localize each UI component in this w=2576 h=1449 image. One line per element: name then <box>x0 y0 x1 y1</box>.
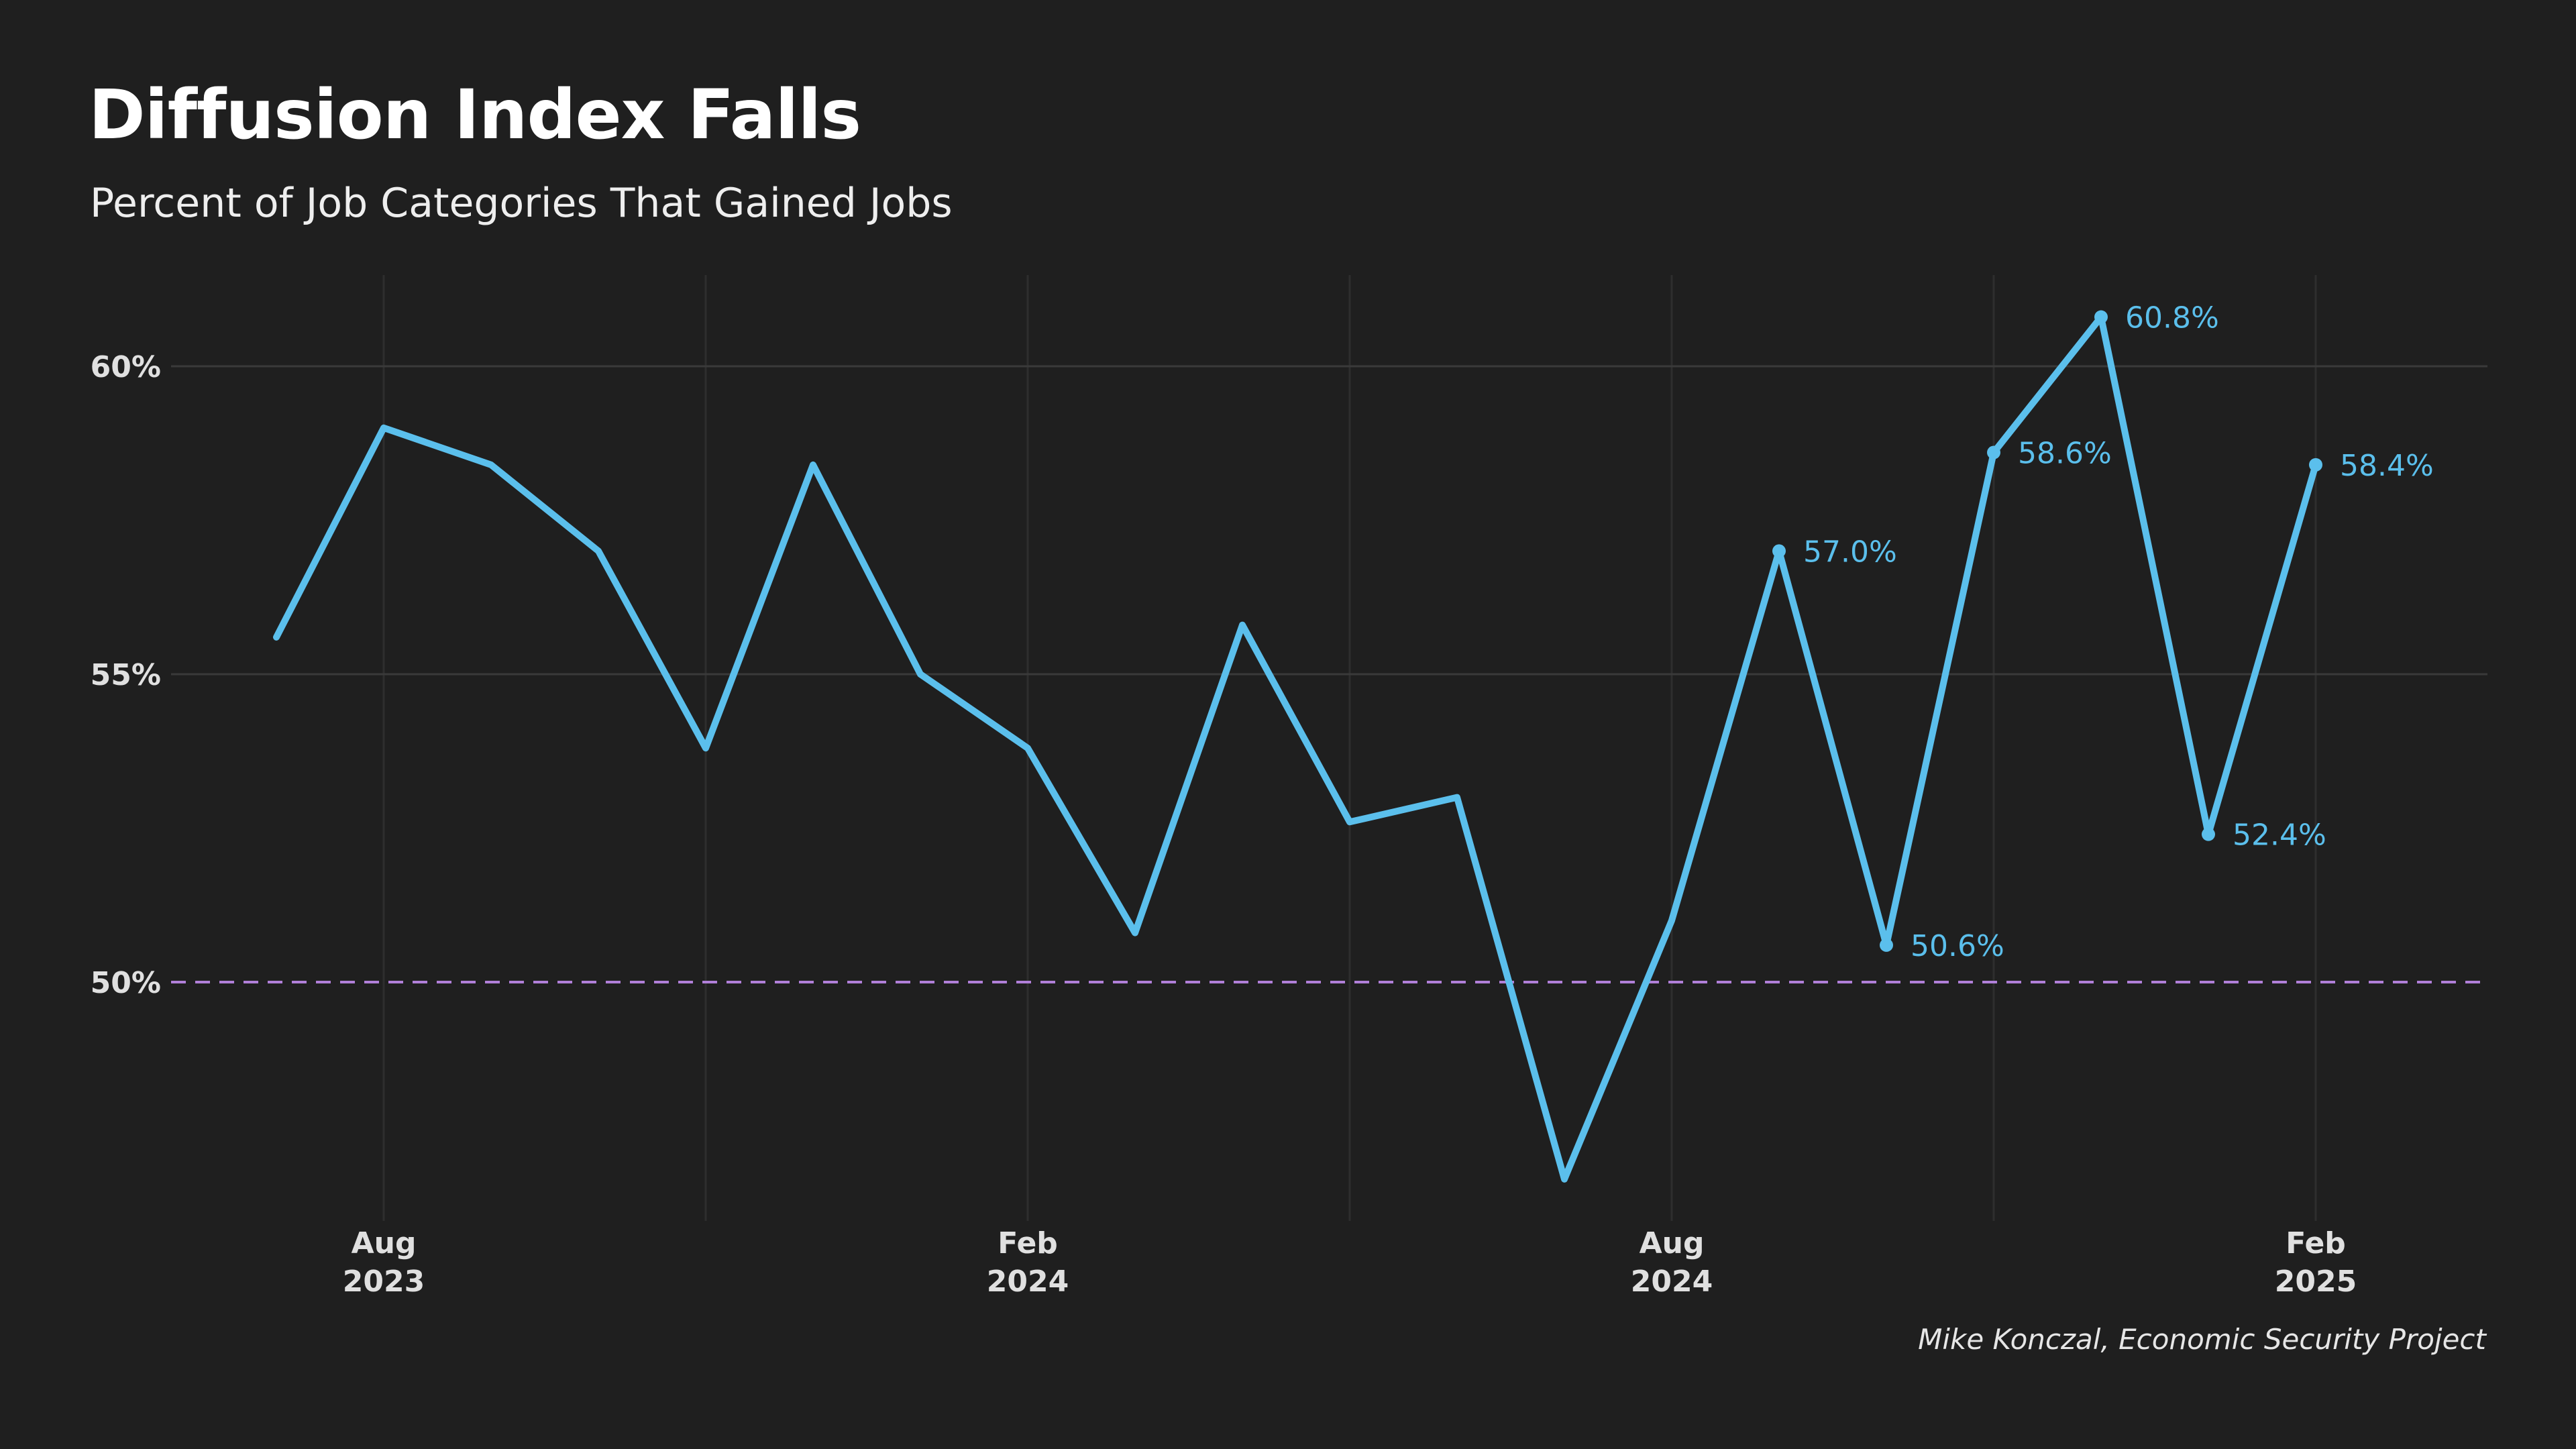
source-credit: Mike Konczal, Economic Security Project <box>1918 1323 2486 1356</box>
x-tick-label-year: 2024 <box>987 1265 1069 1299</box>
data-point <box>2202 827 2215 841</box>
chart-title: Diffusion Index Falls <box>89 75 861 155</box>
x-tick-label-month: Aug <box>352 1226 417 1260</box>
chart-subtitle: Percent of Job Categories That Gained Jo… <box>90 180 953 227</box>
data-point <box>1880 938 1893 952</box>
grid-lines <box>171 275 2487 1221</box>
data-points-layer <box>1772 310 2322 952</box>
data-label: 50.6% <box>1911 929 2004 963</box>
data-point <box>2309 458 2322 472</box>
data-point <box>2094 310 2108 324</box>
x-tick-label-year: 2023 <box>343 1265 425 1299</box>
data-label: 58.6% <box>2018 437 2112 471</box>
x-tick-label-month: Feb <box>2286 1226 2346 1260</box>
x-axis: Aug 2023 Feb 2024 Aug 2024 Feb 2025 <box>343 1226 2357 1299</box>
data-point <box>1772 544 1786 558</box>
data-label: 57.0% <box>1803 535 1897 569</box>
y-tick-label: 55% <box>91 658 161 692</box>
data-point <box>1987 445 2000 460</box>
y-axis: 50% 55% 60% <box>91 350 161 1000</box>
x-tick-label-month: Aug <box>1640 1226 1705 1260</box>
y-tick-label: 50% <box>91 966 161 1000</box>
x-tick-label-month: Feb <box>998 1226 1058 1260</box>
series-line <box>273 313 2319 1183</box>
data-labels-layer: 57.0% 50.6% 58.6% 60.8% 52.4% 58.4% <box>1803 301 2434 963</box>
data-label: 60.8% <box>2125 301 2219 335</box>
x-tick-label-year: 2025 <box>2275 1265 2357 1299</box>
data-label: 52.4% <box>2233 818 2326 853</box>
data-label: 58.4% <box>2340 449 2434 483</box>
x-tick-label-year: 2024 <box>1631 1265 1713 1299</box>
y-tick-label: 60% <box>91 350 161 384</box>
series-line-layer <box>273 313 2319 1183</box>
